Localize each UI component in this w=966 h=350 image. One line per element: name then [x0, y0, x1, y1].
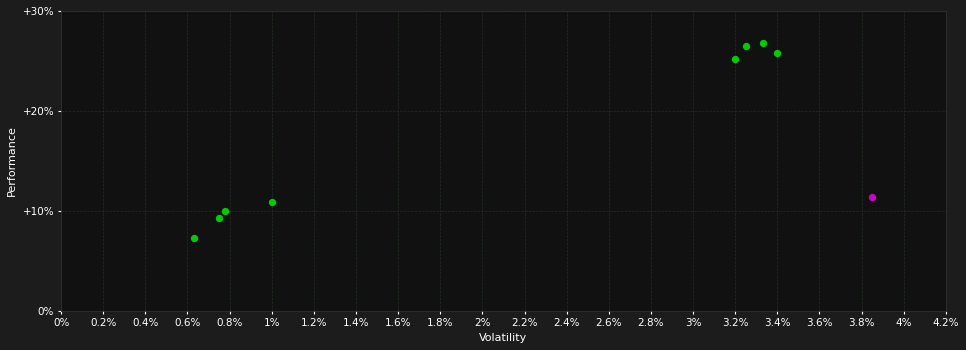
Point: [865, 194, 880, 199]
Point: [727, 56, 743, 62]
Point: [754, 40, 770, 46]
Point: [212, 215, 227, 220]
X-axis label: Volatility: Volatility: [479, 333, 527, 343]
Point: [217, 208, 233, 213]
Point: [770, 50, 785, 56]
Y-axis label: Performance: Performance: [7, 125, 17, 196]
Point: [738, 43, 753, 49]
Point: [264, 199, 279, 204]
Point: [186, 235, 202, 240]
